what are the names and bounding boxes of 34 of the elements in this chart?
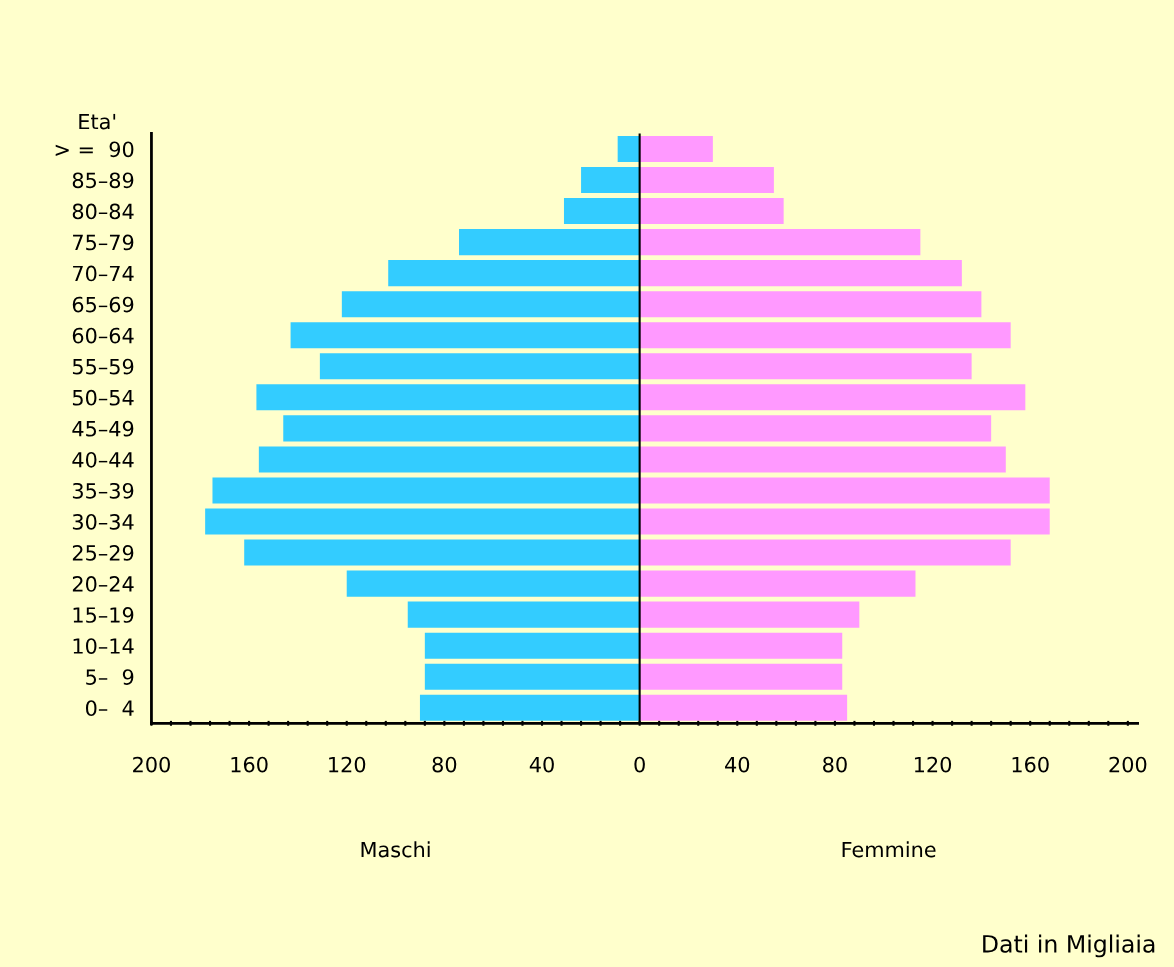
x-tick-label: 120 bbox=[329, 756, 366, 773]
y-tick-label: 35–39 bbox=[72, 482, 134, 499]
y-tick-label: 50–54 bbox=[72, 389, 134, 406]
y-tick-label: 15–19 bbox=[73, 607, 134, 623]
x-tick-label: 160 bbox=[1012, 756, 1049, 773]
y-tick-label: 10–14 bbox=[73, 638, 134, 654]
y-tick-label: 65–69 bbox=[72, 296, 134, 313]
x-tick-label: 80 bbox=[432, 756, 457, 773]
y-tick-label: 0– 4 bbox=[85, 700, 134, 716]
y-tick-label: 5– 9 bbox=[86, 669, 134, 685]
x-tick-label: 80 bbox=[823, 756, 847, 773]
x-tick-label: 40 bbox=[725, 756, 750, 773]
y-tick-label: 20–24 bbox=[72, 576, 134, 592]
x-tick-label: 200 bbox=[133, 756, 170, 773]
x-tick-label: 200 bbox=[1109, 756, 1147, 773]
x-tick-label: 40 bbox=[529, 756, 554, 773]
y-tick-label: 55–59 bbox=[72, 358, 134, 375]
x-tick-label: 0 bbox=[634, 756, 645, 773]
text: Dati in Migliaia bbox=[983, 934, 1155, 958]
text: Femmine bbox=[842, 841, 936, 858]
y-tick-label: 25–29 bbox=[72, 545, 134, 561]
y-tick-label: 75–79 bbox=[73, 234, 134, 251]
y-tick-label: 85–89 bbox=[72, 172, 134, 189]
y-tick-label: > = 90 bbox=[55, 141, 134, 158]
y-axis-title: Eta' bbox=[79, 113, 116, 130]
y-tick-label: 70–74 bbox=[73, 265, 134, 282]
y-tick-label: 80–84 bbox=[72, 203, 134, 220]
y-tick-label: 45–49 bbox=[72, 420, 134, 437]
text: Maschi bbox=[361, 841, 430, 858]
y-tick-label: 40–44 bbox=[72, 451, 134, 468]
x-tick-label: 160 bbox=[231, 756, 268, 773]
y-tick-label: 30–34 bbox=[72, 513, 134, 530]
y-tick-label: 60–64 bbox=[72, 327, 134, 344]
x-tick-label: 120 bbox=[914, 756, 952, 773]
